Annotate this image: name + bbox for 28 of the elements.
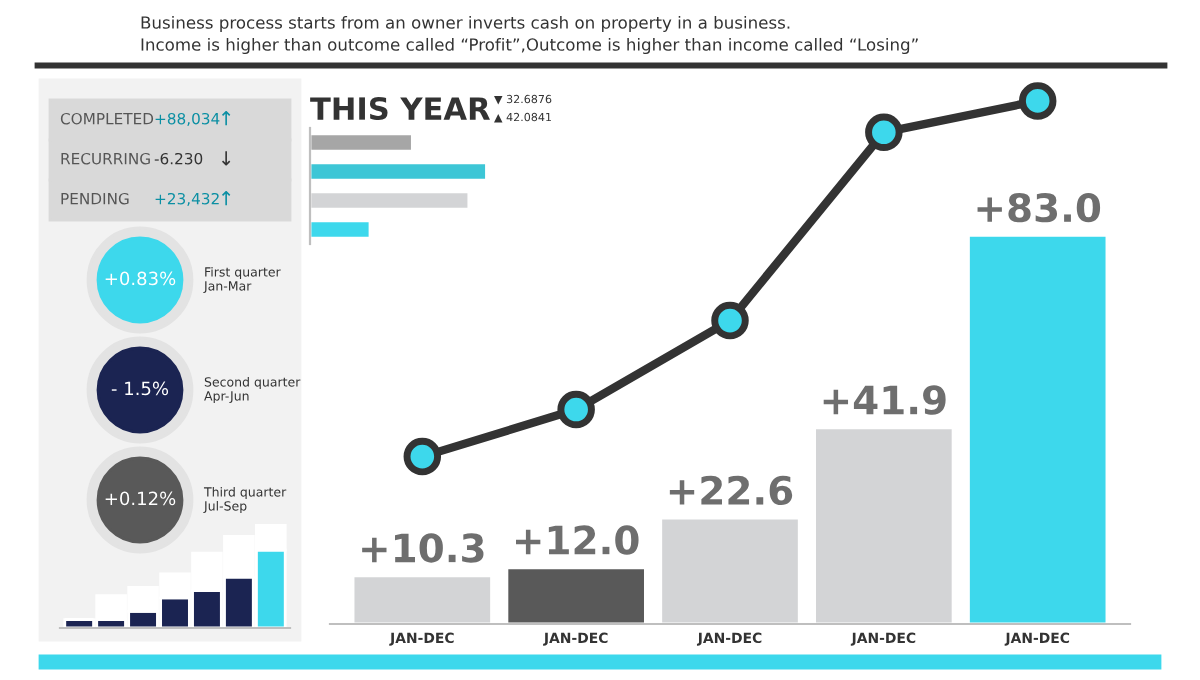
bar xyxy=(310,161,488,182)
bar xyxy=(310,190,471,211)
point xyxy=(865,113,903,152)
data-label: +12.0 xyxy=(516,525,639,555)
bar xyxy=(505,566,647,624)
bar xyxy=(310,132,414,153)
point xyxy=(1018,82,1057,120)
point xyxy=(403,437,442,476)
text: ↓ xyxy=(221,151,231,166)
text: - 1.5% xyxy=(111,381,169,396)
chart-subtitle: Income is higher than outcome called “Profit”,Outcome is higher than income called “Losing” xyxy=(141,37,918,55)
bar xyxy=(813,426,955,624)
data-label: +10.3 xyxy=(362,533,484,563)
point xyxy=(557,390,595,429)
text: ↑ xyxy=(221,191,231,206)
text: +0.83% xyxy=(105,271,176,286)
chart-title: Business process starts from an owner inverts cash on property in a business. xyxy=(141,15,790,33)
data-label: +41.9 xyxy=(823,385,946,415)
chart-title: THIS YEAR xyxy=(310,96,490,121)
bar xyxy=(967,234,1109,624)
data-label: +22.6 xyxy=(669,475,793,506)
point xyxy=(711,301,749,340)
bar xyxy=(351,574,493,624)
bar xyxy=(310,219,372,240)
text: ↑ xyxy=(221,111,231,126)
data-label: +83.0 xyxy=(977,192,1101,223)
text: +0.12% xyxy=(105,491,176,506)
bar xyxy=(659,516,801,624)
